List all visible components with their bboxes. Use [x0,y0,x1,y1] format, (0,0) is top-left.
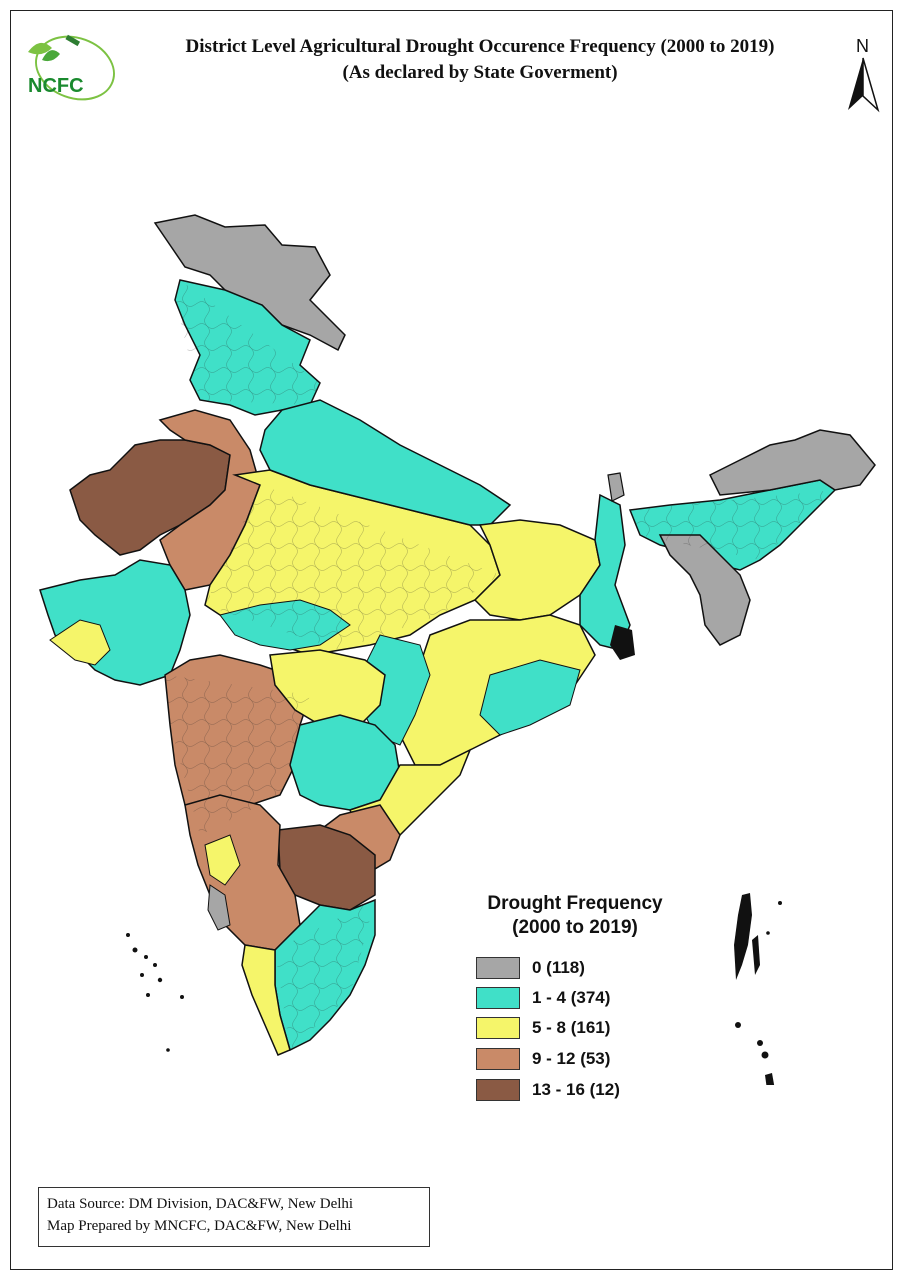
legend-title-line-1: Drought Frequency [487,893,663,914]
data-source-box: Data Source: DM Division, DAC&FW, New De… [38,1187,430,1247]
title-line-2: (As declared by State Goverment) [342,62,618,83]
legend-label: 0 (118) [532,958,585,977]
region-gujarat [39,559,191,686]
north-label: N [856,36,869,56]
legend-label: 5 - 8 (161) [532,1018,611,1037]
legend-swatch [476,957,520,979]
data-source-line: Data Source: DM Division, DAC&FW, New De… [47,1196,354,1212]
title-line-1: District Level Agricultural Drought Occu… [185,36,775,57]
legend-item: 5 - 8 (161) [476,1016,610,1040]
legend-swatch [476,1048,520,1070]
region-konkan-grey [207,884,231,931]
north-arrow-icon [848,58,863,110]
legend-item: 13 - 16 (12) [476,1078,620,1102]
legend-label: 13 - 16 (12) [532,1080,620,1099]
region-odisha-cyan [479,659,581,736]
map-prepared-line: Map Prepared by MNCFC, DAC&FW, New Delhi [47,1218,352,1234]
lakshadweep-islands [126,933,184,1052]
legend-label: 1 - 4 (374) [532,988,611,1007]
region-karnataka-yellow [204,834,241,886]
legend-title: Drought Frequency (2000 to 2019) [470,892,680,940]
north-arrow: N [840,36,890,116]
legend-swatch [476,987,520,1009]
legend-label: 9 - 12 (53) [532,1049,611,1068]
region-sikkim [607,472,625,502]
region-bengal-cyan [579,493,631,651]
map-frame [10,10,893,1270]
legend: Drought Frequency (2000 to 2019) 0 (118)… [470,892,700,1101]
region-northeast-grey [658,534,751,646]
andaman-nicobar-islands [734,893,782,1097]
region-arunachal [708,429,876,496]
logo-text: NCFC [28,75,84,97]
region-up-cyan [259,399,512,526]
region-gujarat-yellow [49,619,111,666]
india-district-map [20,205,890,1097]
legend-item: 1 - 4 (374) [476,986,610,1010]
legend-title-line-2: (2000 to 2019) [512,917,638,938]
legend-swatch [476,1017,520,1039]
legend-swatch [476,1079,520,1101]
region-bengal-delta [610,625,635,660]
legend-item: 0 (118) [476,956,585,980]
region-kerala [241,944,291,1056]
ncfc-logo: NCFC [20,30,120,110]
region-jammu-kashmir [153,214,346,352]
legend-item: 9 - 12 (53) [476,1047,610,1071]
map-title: District Level Agricultural Drought Occu… [110,34,850,86]
